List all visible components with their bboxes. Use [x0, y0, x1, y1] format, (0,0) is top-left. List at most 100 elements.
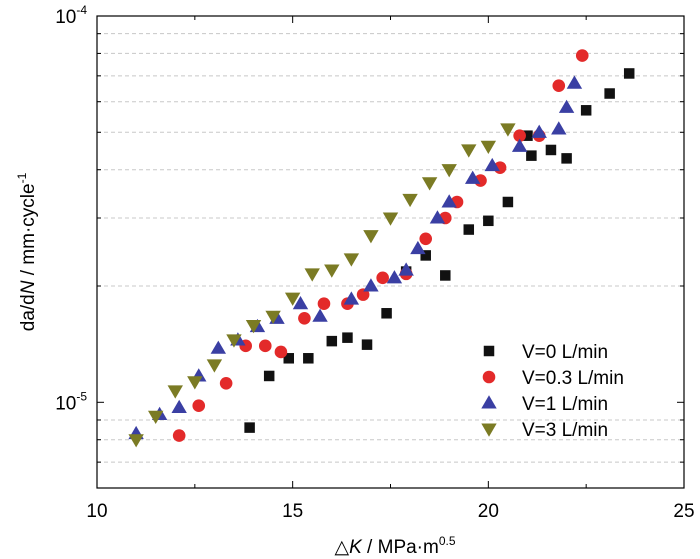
y-axis-title-part2: / mm·cycle — [18, 183, 39, 280]
data-point — [363, 230, 379, 244]
data-point — [545, 144, 557, 156]
data-point — [421, 177, 438, 191]
data-point — [398, 262, 414, 276]
y-axis-title-part1: da/d — [18, 294, 39, 331]
data-point — [283, 353, 295, 364]
data-point — [187, 376, 203, 390]
y-tick-label-base: 10 — [55, 7, 76, 28]
data-point — [623, 68, 635, 79]
data-point — [386, 270, 403, 284]
data-point — [558, 99, 575, 113]
data-point — [402, 193, 418, 208]
axis-ticks — [96, 16, 685, 489]
data-point — [513, 129, 526, 142]
series-3 — [128, 123, 516, 448]
data-point — [317, 297, 331, 310]
data-point — [480, 140, 497, 154]
data-point — [312, 308, 328, 322]
data-point — [303, 353, 314, 364]
data-point — [464, 170, 481, 184]
legend: V=0 L/min V=0.3 L/min V=1 L/min V=3 L/min — [481, 342, 624, 441]
y-tick-label-base: 10 — [55, 393, 76, 414]
data-point — [526, 150, 537, 161]
data-point — [206, 359, 223, 373]
y-tick-label: 10-5 — [55, 389, 87, 414]
data-point — [381, 308, 392, 319]
x-axis-title: △K / MPa·m0.5 — [334, 534, 455, 558]
y-axis-title-sup: -1 — [15, 172, 29, 183]
data-point — [172, 429, 186, 442]
data-point — [343, 291, 360, 305]
series-1 — [172, 49, 589, 442]
x-axis-title-var: K — [349, 537, 363, 558]
y-axis-title: da/dN / mm·cycle-1 — [15, 172, 39, 331]
data-point — [342, 332, 353, 343]
x-tick-label: 15 — [282, 501, 303, 522]
data-point — [265, 310, 281, 324]
data-point — [226, 334, 242, 348]
data-point — [361, 339, 373, 350]
data-point — [522, 130, 533, 141]
data-point — [274, 345, 288, 359]
y-tick-label-exponent: -4 — [76, 3, 87, 17]
data-point — [580, 105, 592, 116]
data-point — [382, 212, 399, 226]
data-point — [298, 311, 311, 325]
data-point — [284, 292, 301, 306]
data-point — [192, 399, 206, 412]
legend-marker — [481, 423, 497, 437]
data-point — [167, 385, 183, 399]
data-point — [429, 210, 446, 224]
legend-label: V=0.3 L/min — [522, 368, 624, 389]
data-point — [219, 376, 233, 390]
data-point — [500, 123, 516, 137]
data-point — [461, 144, 477, 158]
data-point — [575, 49, 589, 62]
data-point — [292, 295, 309, 310]
data-point — [148, 410, 164, 424]
data-point — [245, 320, 262, 334]
data-point — [128, 434, 144, 448]
plot-area-frame — [96, 15, 685, 489]
x-axis-title-unit-sup: 0.5 — [439, 534, 456, 548]
data-point — [604, 88, 615, 99]
data-point — [419, 232, 433, 246]
data-point — [552, 79, 566, 93]
x-tick-label: 20 — [478, 501, 499, 522]
data-point — [463, 224, 475, 235]
data-point — [502, 196, 514, 208]
data-point — [441, 194, 457, 208]
x-tick-label: 25 — [673, 501, 694, 522]
data-point — [441, 164, 457, 178]
data-point — [484, 157, 500, 172]
data-point — [420, 250, 431, 261]
data-point — [511, 138, 528, 152]
data-point — [324, 264, 340, 278]
data-point — [244, 422, 255, 433]
y-tick-label: 10-4 — [55, 3, 87, 28]
x-tick-label: 10 — [86, 501, 107, 522]
y-tick-label-exponent: -5 — [76, 389, 87, 403]
data-point — [376, 271, 389, 285]
data-point — [483, 215, 494, 227]
data-point — [531, 124, 547, 138]
data-point — [171, 399, 187, 413]
legend-marker — [482, 370, 496, 384]
data-point — [326, 335, 338, 347]
y-axis-title-var: N — [18, 280, 39, 294]
legend-marker — [481, 395, 497, 409]
data-point — [343, 253, 360, 267]
data-point — [566, 75, 583, 89]
data-point — [440, 270, 451, 281]
legend-label: V=3 L/min — [522, 420, 608, 441]
data-points — [128, 49, 635, 448]
data-point — [210, 340, 227, 354]
x-axis-title-prefix: △ — [334, 537, 349, 558]
legend-label: V=0 L/min — [522, 342, 608, 363]
data-point — [363, 278, 379, 292]
data-point — [263, 370, 275, 382]
data-point — [561, 153, 572, 164]
x-axis-title-unit: / MPa·m — [362, 537, 439, 558]
data-point — [410, 240, 426, 255]
